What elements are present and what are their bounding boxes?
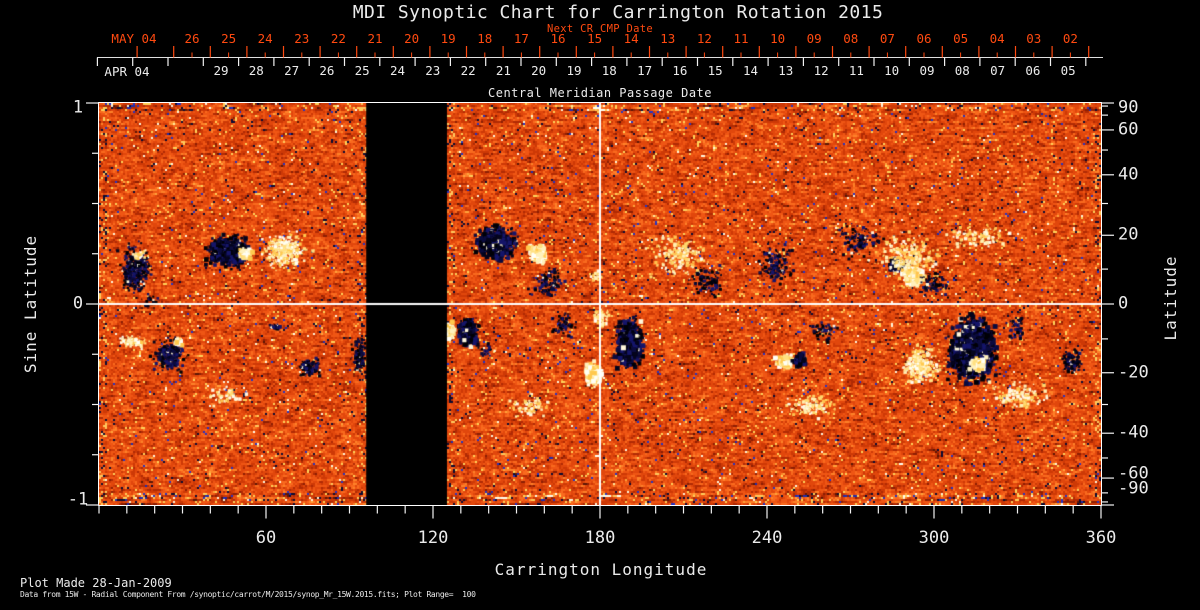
plot-border <box>98 102 1102 506</box>
y-right-tick-label: 0 <box>1118 293 1129 314</box>
next-cr-day-label: 09 <box>806 31 822 46</box>
next-cr-day-label: 14 <box>623 31 639 46</box>
cmp-day-label: 28 <box>248 63 264 78</box>
cmp-day-label: 07 <box>990 63 1006 78</box>
cmp-day-label: 11 <box>848 63 864 78</box>
next-cr-cmp-date-label: Next CR CMP Date <box>547 23 653 35</box>
cmp-axis-title: Central Meridian Passage Date <box>487 86 713 100</box>
next-cr-day-label: 16 <box>550 31 566 46</box>
cmp-day-label: 18 <box>601 63 617 78</box>
footer-plot-made: Plot Made 28-Jan-2009 <box>20 576 172 590</box>
cmp-day-label: 25 <box>354 63 370 78</box>
cmp-day-label: 21 <box>495 63 511 78</box>
y-left-tick-label: 1 <box>72 97 84 118</box>
y-left-axis-title: Sine Latitude <box>21 234 40 374</box>
x-tick-label: 360 <box>1085 528 1117 548</box>
next-cr-day-label: 13 <box>660 31 676 46</box>
month-label-may: MAY 04 <box>111 31 157 46</box>
y-right-tick-label: -40 <box>1118 422 1149 443</box>
x-tick-label: 180 <box>584 528 616 548</box>
cmp-day-label: 06 <box>1025 63 1041 78</box>
cmp-day-label: 27 <box>284 63 300 78</box>
next-cr-day-label: 18 <box>477 31 493 46</box>
cmp-day-label: 08 <box>954 63 970 78</box>
cmp-day-label: 15 <box>707 63 723 78</box>
next-cr-day-label: 17 <box>513 31 529 46</box>
y-right-tick-label: 40 <box>1118 164 1139 185</box>
y-right-tick-label: 60 <box>1118 119 1139 140</box>
next-cr-day-label: 25 <box>221 31 237 46</box>
next-cr-day-label: 24 <box>257 31 273 46</box>
next-cr-day-label: 15 <box>587 31 603 46</box>
cmp-day-label: 16 <box>672 63 688 78</box>
cmp-day-label: 05 <box>1060 63 1076 78</box>
y-right-tick-label: -90 <box>1118 478 1149 499</box>
cmp-day-label: 17 <box>637 63 653 78</box>
y-right-tick-label: -60 <box>1118 463 1149 484</box>
cmp-day-label: 22 <box>460 63 476 78</box>
y-right-tick-label: 90 <box>1118 97 1139 118</box>
next-cr-day-label: 11 <box>733 31 749 46</box>
next-cr-day-label: 26 <box>184 31 200 46</box>
y-right-axis-title: Latitude <box>1161 255 1180 341</box>
month-label-apr: APR 04 <box>104 64 150 79</box>
cmp-day-label: 09 <box>919 63 935 78</box>
y-right-tick-label: -20 <box>1118 362 1149 383</box>
magnetogram-canvas <box>99 103 1101 505</box>
next-cr-day-label: 20 <box>404 31 420 46</box>
next-cr-day-label: 02 <box>1062 31 1078 46</box>
next-cr-day-label: 07 <box>879 31 895 46</box>
cmp-day-label: 20 <box>531 63 547 78</box>
next-cr-day-label: 06 <box>916 31 932 46</box>
cmp-day-label: 13 <box>778 63 794 78</box>
footer-data-source: Data from 15W - Radial Component From /s… <box>20 590 476 599</box>
next-cr-day-label: 22 <box>330 31 346 46</box>
cmp-day-label: 24 <box>389 63 406 78</box>
x-tick-label: 240 <box>751 528 783 548</box>
next-cr-day-label: 03 <box>1026 31 1042 46</box>
cmp-day-label: 10 <box>884 63 900 78</box>
next-cr-day-label: 12 <box>696 31 712 46</box>
cmp-day-label: 19 <box>566 63 582 78</box>
next-cr-day-label: 08 <box>843 31 859 46</box>
next-cr-day-label: 21 <box>367 31 383 46</box>
next-cr-day-label: 10 <box>770 31 786 46</box>
next-cr-day-label: 04 <box>989 31 1005 46</box>
cmp-day-label: 26 <box>319 63 335 78</box>
cmp-day-label: 12 <box>813 63 829 78</box>
y-left-tick-label: -1 <box>67 489 89 510</box>
next-cr-day-label: 05 <box>953 31 969 46</box>
next-cr-day-label: 19 <box>440 31 456 46</box>
x-axis-title: Carrington Longitude <box>494 560 708 579</box>
cmp-day-label: 29 <box>213 63 229 78</box>
chart-title: MDI Synoptic Chart for Carrington Rotati… <box>352 2 884 23</box>
y-right-tick-label: 20 <box>1118 224 1139 245</box>
x-tick-label: 60 <box>255 528 277 548</box>
y-left-tick-label: 0 <box>72 293 84 314</box>
cmp-day-label: 23 <box>425 63 441 78</box>
x-tick-label: 120 <box>417 528 449 548</box>
next-cr-day-label: 23 <box>294 31 310 46</box>
cmp-day-label: 14 <box>742 63 759 78</box>
x-tick-label: 300 <box>918 528 950 548</box>
